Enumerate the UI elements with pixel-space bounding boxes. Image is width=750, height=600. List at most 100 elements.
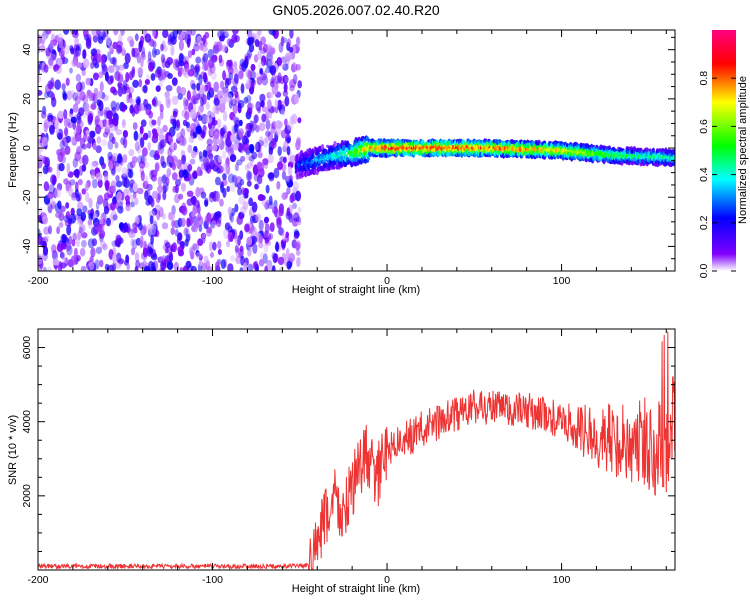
- spectrogram-cell: [93, 51, 98, 60]
- spectrogram-cell: [271, 265, 276, 271]
- spectrogram-cell: [133, 130, 139, 141]
- spectrogram-cell: [227, 173, 235, 184]
- spectrogram-cell: [92, 160, 99, 167]
- y-tick-label: -20: [21, 189, 33, 204]
- spectrogram-cell: [265, 119, 271, 131]
- spectrogram-cell: [176, 119, 180, 128]
- spectrogram-cell: [284, 96, 290, 107]
- spectrogram-cell: [59, 140, 65, 150]
- spectrogram-cell: [234, 90, 239, 99]
- spectrogram-ylabel: Frequency (Hz): [7, 112, 19, 188]
- spectrogram-cell: [264, 136, 269, 144]
- spectrogram-cell: [127, 36, 134, 44]
- spectrogram-cell: [109, 57, 116, 65]
- spectrogram-cell: [97, 110, 104, 117]
- spectrogram-cell: [206, 144, 213, 154]
- spectrogram-cell: [273, 167, 280, 179]
- spectrogram-cell: [89, 255, 94, 264]
- spectrogram-cell: [87, 112, 94, 124]
- spectrogram-cell: [100, 109, 105, 117]
- spectrogram-cell: [246, 236, 253, 246]
- spectrogram-cell: [222, 173, 227, 181]
- spectrogram-cell: [190, 265, 197, 271]
- y-tick-label: 2000: [21, 484, 33, 508]
- spectrogram-cell: [195, 252, 203, 260]
- spectrogram-cell: [176, 160, 182, 168]
- spectrogram-cell: [160, 262, 167, 270]
- spectrogram-cell: [112, 214, 118, 221]
- spectrogram-cell: [61, 83, 66, 91]
- spectrogram-cell: [255, 124, 260, 133]
- spectrogram-cell: [144, 33, 152, 43]
- spectrogram-cell: [48, 184, 55, 195]
- spectrogram-cell: [244, 55, 249, 63]
- spectrogram-cell: [81, 239, 87, 248]
- spectrogram-cell: [81, 69, 86, 76]
- spectrogram-cell: [111, 136, 116, 144]
- spectrogram-cell: [206, 91, 211, 101]
- spectrogram-cell: [163, 185, 167, 194]
- spectrogram-cell: [293, 233, 299, 240]
- spectrogram-cell: [70, 47, 75, 55]
- spectrogram-cell: [45, 30, 52, 35]
- spectrogram-cell: [73, 43, 79, 51]
- spectrogram-cell: [262, 253, 268, 264]
- spectrogram-cell: [121, 178, 127, 187]
- spectrogram-cell: [190, 64, 195, 71]
- spectrogram-cell: [291, 63, 296, 73]
- spectrogram-cell: [93, 221, 99, 231]
- spectrogram-ridge-cell: [366, 156, 371, 161]
- spectrogram-cell: [293, 212, 300, 223]
- spectrogram-cell: [48, 60, 54, 67]
- spectrogram-cell: [227, 146, 234, 155]
- spectrogram-cell: [198, 74, 203, 85]
- spectrogram-cell: [286, 136, 291, 144]
- spectrogram-cell: [127, 86, 135, 94]
- spectrogram-cell: [230, 254, 235, 262]
- spectrogram-cell: [160, 139, 167, 148]
- spectrogram-cell: [232, 30, 239, 35]
- spectrogram-cell: [151, 119, 157, 126]
- spectrogram-cell: [165, 93, 170, 103]
- spectrogram-cell: [186, 30, 192, 37]
- spectrogram-cell: [129, 160, 136, 168]
- spectrogram-cell: [64, 44, 70, 55]
- spectrogram-cell: [142, 247, 148, 258]
- spectrogram-cell: [285, 231, 290, 239]
- spectrogram-cell: [252, 79, 256, 86]
- spectrogram-cell: [252, 243, 258, 254]
- spectrogram-cell: [149, 39, 155, 48]
- spectrogram-cell: [186, 217, 191, 228]
- spectrogram-cell: [92, 34, 98, 43]
- spectrogram-cell: [213, 97, 220, 106]
- spectrogram-cell: [177, 232, 183, 241]
- spectrogram-cell: [178, 193, 184, 200]
- spectrogram-cell: [57, 200, 62, 209]
- spectrogram-cell: [269, 65, 277, 76]
- spectrogram-cell: [219, 95, 224, 104]
- spectrogram-ridge-cell: [332, 166, 336, 170]
- spectrogram-cell: [61, 234, 68, 242]
- spectrogram-cell: [119, 158, 124, 166]
- spectrogram-cell: [253, 260, 258, 269]
- spectrogram-cell: [44, 91, 49, 99]
- spectrogram-cell: [118, 64, 125, 71]
- spectrogram-cell: [264, 201, 270, 210]
- spectrogram-cell: [121, 167, 128, 177]
- spectrogram-cell: [172, 242, 177, 253]
- spectrogram-ridge-cell: [672, 155, 675, 161]
- spectrogram-cell: [45, 47, 51, 57]
- spectrogram-cell: [231, 85, 238, 93]
- spectrogram-cell: [97, 178, 103, 188]
- spectrogram-cell: [206, 81, 212, 93]
- spectrogram-cell: [209, 63, 216, 74]
- spectrogram-cell: [225, 78, 232, 86]
- spectrogram-cell: [73, 247, 78, 259]
- spectrogram-cell: [293, 73, 298, 85]
- spectrogram-cell: [74, 46, 82, 57]
- spectrogram-cell: [278, 227, 284, 236]
- spectrogram-cell: [71, 136, 78, 146]
- spectrogram-cell: [148, 210, 155, 219]
- spectrogram-cell: [217, 213, 222, 224]
